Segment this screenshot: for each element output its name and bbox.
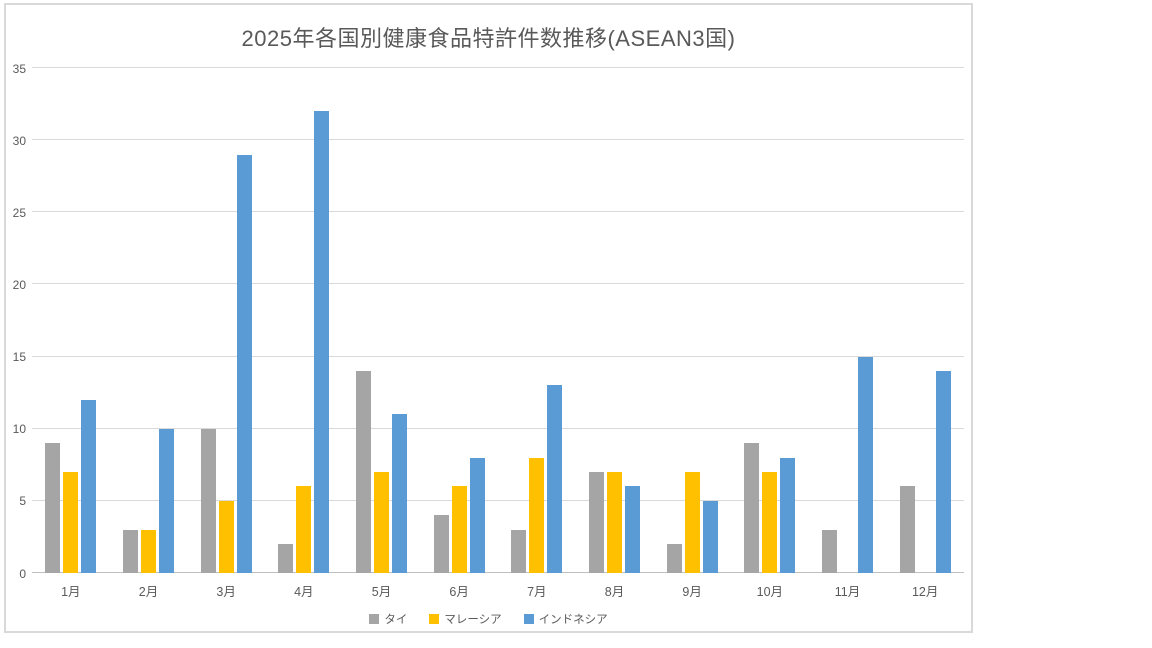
x-axis-label: 9月 bbox=[682, 585, 702, 599]
bar-インドネシア-6月 bbox=[469, 457, 485, 573]
bar-group bbox=[731, 68, 809, 573]
bar-タイ-3月 bbox=[200, 428, 216, 573]
legend-swatch-icon bbox=[523, 614, 534, 624]
bar-インドネシア-5月 bbox=[391, 414, 407, 573]
bar-group bbox=[32, 68, 110, 573]
x-axis-label: 3月 bbox=[216, 585, 236, 599]
gridline bbox=[32, 139, 964, 141]
bar-group bbox=[653, 68, 731, 573]
x-axis-label: 6月 bbox=[449, 585, 469, 599]
bar-タイ-9月 bbox=[666, 544, 682, 573]
gridline bbox=[32, 283, 964, 285]
bar-マレーシア-8月 bbox=[606, 472, 622, 573]
bar-group bbox=[343, 68, 421, 573]
bar-マレーシア-9月 bbox=[684, 472, 700, 573]
bar-タイ-11月 bbox=[821, 529, 837, 573]
bar-マレーシア-2月 bbox=[140, 529, 156, 573]
y-tick-label: 5 bbox=[19, 494, 26, 509]
gridline bbox=[32, 427, 964, 429]
y-tick-label: 15 bbox=[12, 350, 26, 365]
chart-frame: 2025年各国別健康食品特許件数推移(ASEAN3国) 0 5 10 15 20 25 30… bbox=[4, 3, 973, 633]
bar-マレーシア-5月 bbox=[373, 472, 389, 573]
legend: タイ マレーシア インドネシア bbox=[6, 611, 971, 627]
bar-マレーシア-4月 bbox=[296, 486, 312, 573]
x-axis-label: 7月 bbox=[527, 585, 547, 599]
bar-タイ-6月 bbox=[433, 515, 449, 573]
bar-タイ-1月 bbox=[45, 443, 61, 573]
bar-マレーシア-6月 bbox=[451, 486, 467, 573]
bar-group bbox=[809, 68, 887, 573]
x-axis-label: 12月 bbox=[911, 585, 939, 599]
bar-group bbox=[187, 68, 265, 573]
y-tick-label: 0 bbox=[19, 566, 26, 581]
gridline bbox=[32, 67, 964, 68]
legend-label: マレーシア bbox=[444, 614, 502, 626]
legend-swatch-icon bbox=[369, 614, 380, 624]
x-axis-labels: 1月 2月 3月 4月 5月 6月 7月 8月 9月 10月 11月 12月 bbox=[32, 581, 964, 599]
gridline bbox=[32, 355, 964, 357]
legend-item: タイ bbox=[369, 611, 407, 627]
x-axis-label: 1月 bbox=[61, 585, 81, 599]
bar-インドネシア-3月 bbox=[236, 154, 252, 573]
bar-タイ-12月 bbox=[899, 486, 915, 573]
gridline bbox=[32, 211, 964, 213]
bar-タイ-8月 bbox=[588, 472, 604, 573]
legend-label: タイ bbox=[384, 614, 408, 626]
bar-マレーシア-3月 bbox=[218, 500, 234, 573]
legend-item: マレーシア bbox=[429, 611, 502, 627]
bar-タイ-7月 bbox=[511, 529, 527, 573]
x-axis-label: 4月 bbox=[294, 585, 314, 599]
bar-インドネシア-12月 bbox=[935, 371, 951, 573]
x-axis-label: 2月 bbox=[138, 585, 159, 599]
bar-タイ-10月 bbox=[744, 443, 760, 573]
y-tick-label: 35 bbox=[12, 61, 26, 76]
x-axis-label: 10月 bbox=[756, 585, 784, 599]
bar-インドネシア-8月 bbox=[624, 486, 640, 573]
x-axis-line bbox=[32, 572, 964, 573]
legend-label: インドネシア bbox=[538, 614, 608, 626]
bar-マレーシア-10月 bbox=[762, 472, 778, 573]
plot-area: 0 5 10 15 20 25 30 35 bbox=[13, 62, 964, 581]
bar-インドネシア-11月 bbox=[857, 356, 873, 573]
x-axis-label: 5月 bbox=[371, 585, 392, 599]
x-axis-label: 8月 bbox=[604, 585, 625, 599]
bar-タイ-5月 bbox=[355, 371, 371, 573]
bar-インドネシア-10月 bbox=[780, 457, 796, 573]
bar-マレーシア-1月 bbox=[63, 472, 79, 573]
bar-group bbox=[498, 68, 576, 573]
y-tick-label: 25 bbox=[12, 205, 26, 220]
bar-インドネシア-2月 bbox=[158, 428, 174, 573]
x-axis-label: 11月 bbox=[834, 585, 861, 599]
bar-マレーシア-7月 bbox=[529, 457, 545, 573]
bar-group bbox=[420, 68, 498, 573]
bar-インドネシア-7月 bbox=[547, 385, 563, 573]
bar-インドネシア-4月 bbox=[314, 111, 330, 573]
bar-group bbox=[886, 68, 964, 573]
bar-group bbox=[576, 68, 654, 573]
bar-インドネシア-9月 bbox=[702, 500, 718, 573]
bar-インドネシア-1月 bbox=[81, 399, 97, 573]
chart-title: 2025年各国別健康食品特許件数推移(ASEAN3国) bbox=[241, 26, 736, 51]
legend-item: インドネシア bbox=[523, 611, 608, 627]
legend-swatch-icon bbox=[429, 614, 440, 624]
bar-group bbox=[110, 68, 188, 573]
gridline bbox=[32, 499, 964, 501]
y-tick-label: 30 bbox=[12, 133, 26, 148]
y-tick-label: 20 bbox=[12, 277, 26, 292]
bar-タイ-4月 bbox=[278, 544, 294, 573]
bar-group bbox=[265, 68, 343, 573]
bar-タイ-2月 bbox=[122, 529, 138, 573]
y-tick-label: 10 bbox=[12, 422, 26, 437]
